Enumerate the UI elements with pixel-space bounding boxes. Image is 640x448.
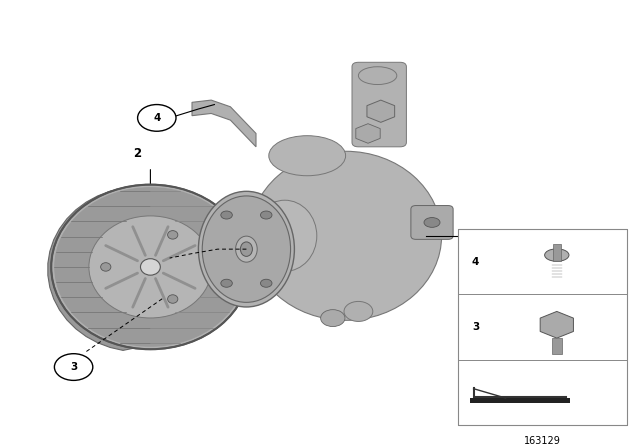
Text: 163129: 163129 [524,436,561,446]
Ellipse shape [54,187,246,347]
FancyBboxPatch shape [411,206,453,239]
Ellipse shape [221,279,232,287]
Ellipse shape [168,231,178,239]
Ellipse shape [236,236,257,262]
Text: 4: 4 [153,113,161,123]
Circle shape [138,104,176,131]
Ellipse shape [424,218,440,227]
Bar [552,338,562,353]
Circle shape [54,353,93,380]
Ellipse shape [344,302,372,321]
Bar [470,398,570,403]
Text: 2: 2 [134,147,141,160]
Ellipse shape [89,216,212,318]
Ellipse shape [221,211,232,219]
Ellipse shape [253,200,317,271]
Ellipse shape [250,151,442,320]
Bar [553,244,561,261]
Text: 3: 3 [70,362,77,372]
Polygon shape [367,100,395,122]
Polygon shape [48,186,134,350]
Ellipse shape [269,136,346,176]
Ellipse shape [168,295,178,303]
Ellipse shape [198,191,294,307]
Ellipse shape [260,211,272,219]
Ellipse shape [241,242,252,256]
Ellipse shape [141,258,160,275]
Ellipse shape [202,196,291,302]
Text: 3: 3 [472,322,479,332]
Text: 4: 4 [472,257,479,267]
Ellipse shape [51,185,250,349]
Polygon shape [540,311,573,338]
Bar [458,229,627,425]
Text: 1: 1 [483,229,492,242]
Ellipse shape [260,279,272,287]
Ellipse shape [358,67,397,85]
Ellipse shape [100,263,111,271]
Polygon shape [192,100,256,147]
Polygon shape [356,124,380,143]
FancyBboxPatch shape [352,62,406,147]
Ellipse shape [321,310,345,327]
Ellipse shape [545,249,569,261]
